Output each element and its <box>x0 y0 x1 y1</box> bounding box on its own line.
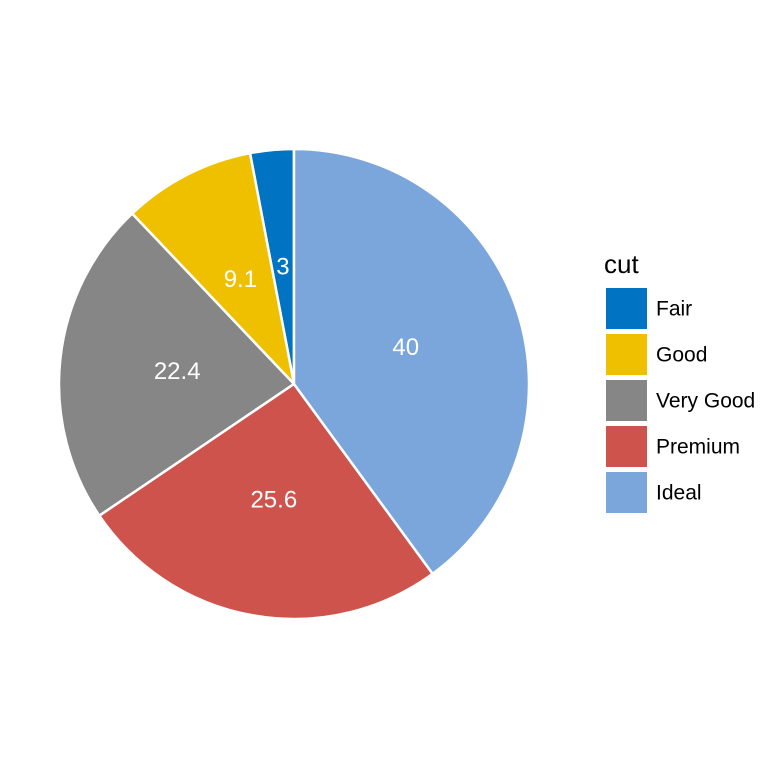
legend-label-good: Good <box>656 344 707 367</box>
data-label-good: 9.1 <box>224 266 257 293</box>
pie-slice-good <box>130 151 296 386</box>
data-label-very-good: 22.4 <box>154 358 201 385</box>
pie-slice-very-good <box>57 212 296 517</box>
legend-label-fair: Fair <box>656 298 692 321</box>
legend-key-ideal <box>606 472 647 513</box>
data-label-fair: 3 <box>276 254 289 281</box>
legend-label-premium: Premium <box>656 436 740 459</box>
legend-label-very-good: Very Good <box>656 390 755 413</box>
pie-slice-premium <box>98 382 434 621</box>
data-label-premium: 25.6 <box>250 486 297 513</box>
pie-slice-ideal <box>292 147 531 576</box>
legend: cut Fair Good Very Good Premium Ideal <box>604 249 755 513</box>
legend-key-very-good <box>606 380 647 421</box>
legend-items: Fair Good Very Good Premium Ideal <box>606 288 755 513</box>
legend-label-ideal: Ideal <box>656 482 702 505</box>
legend-key-fair <box>606 288 647 329</box>
pie-data-labels: 3 9.1 22.4 25.6 40 <box>154 254 419 514</box>
pie-slices <box>57 147 531 621</box>
legend-title: cut <box>604 249 639 279</box>
legend-key-good <box>606 334 647 375</box>
legend-key-premium <box>606 426 647 467</box>
data-label-ideal: 40 <box>392 334 419 361</box>
